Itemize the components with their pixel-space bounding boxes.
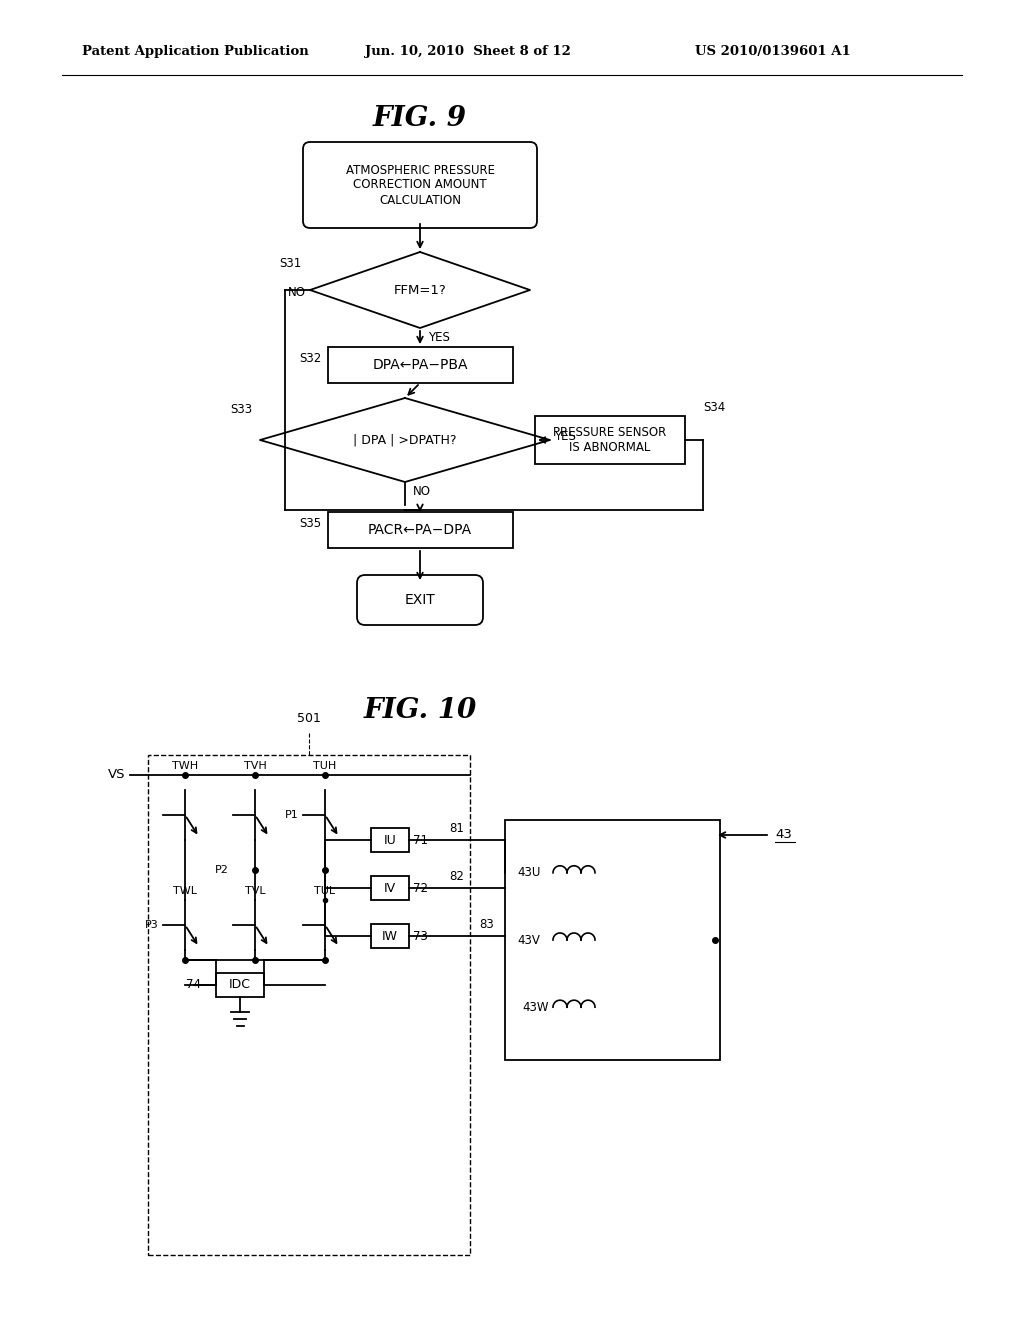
Bar xyxy=(148,755,470,1255)
Text: 74: 74 xyxy=(186,978,201,991)
Text: 43: 43 xyxy=(775,829,792,842)
Bar xyxy=(328,512,512,548)
Text: PRESSURE SENSOR
IS ABNORMAL: PRESSURE SENSOR IS ABNORMAL xyxy=(553,426,667,454)
Bar xyxy=(371,924,409,948)
Text: IU: IU xyxy=(384,833,396,846)
Text: NO: NO xyxy=(288,286,306,300)
Text: P1: P1 xyxy=(286,810,299,820)
Text: IW: IW xyxy=(382,929,398,942)
Text: VS: VS xyxy=(108,768,125,781)
Text: FIG. 9: FIG. 9 xyxy=(373,104,467,132)
Text: TWL: TWL xyxy=(173,886,197,896)
Text: P3: P3 xyxy=(145,920,159,931)
Text: S34: S34 xyxy=(703,401,725,414)
Text: DPA←PA−PBA: DPA←PA−PBA xyxy=(373,358,468,372)
Text: ATMOSPHERIC PRESSURE
CORRECTION AMOUNT
CALCULATION: ATMOSPHERIC PRESSURE CORRECTION AMOUNT C… xyxy=(345,164,495,206)
Text: S32: S32 xyxy=(299,352,322,366)
Text: IV: IV xyxy=(384,882,396,895)
Text: P2: P2 xyxy=(215,865,229,875)
Text: TUH: TUH xyxy=(313,762,337,771)
Text: 43U: 43U xyxy=(517,866,541,879)
Text: 82: 82 xyxy=(450,870,465,883)
Text: FFM=1?: FFM=1? xyxy=(393,284,446,297)
Text: US 2010/0139601 A1: US 2010/0139601 A1 xyxy=(695,45,851,58)
Text: YES: YES xyxy=(554,430,575,444)
Text: S33: S33 xyxy=(229,403,252,416)
Text: PACR←PA−DPA: PACR←PA−DPA xyxy=(368,523,472,537)
Text: EXIT: EXIT xyxy=(404,593,435,607)
FancyBboxPatch shape xyxy=(303,143,537,228)
Text: FIG. 10: FIG. 10 xyxy=(364,697,476,723)
Text: TVL: TVL xyxy=(245,886,265,896)
Bar xyxy=(216,973,264,997)
Bar xyxy=(371,828,409,851)
Text: 43W: 43W xyxy=(522,1001,549,1014)
Text: Patent Application Publication: Patent Application Publication xyxy=(82,45,309,58)
Text: 72: 72 xyxy=(413,882,428,895)
Text: IDC: IDC xyxy=(229,978,251,991)
Text: Jun. 10, 2010  Sheet 8 of 12: Jun. 10, 2010 Sheet 8 of 12 xyxy=(365,45,570,58)
Text: YES: YES xyxy=(428,331,450,345)
Text: 73: 73 xyxy=(413,929,428,942)
Text: 43V: 43V xyxy=(517,933,540,946)
Text: 501: 501 xyxy=(297,711,321,725)
Bar xyxy=(505,820,720,1060)
Text: 71: 71 xyxy=(413,833,428,846)
Text: NO: NO xyxy=(413,484,431,498)
Text: S31: S31 xyxy=(280,257,302,271)
Text: TUL: TUL xyxy=(314,886,336,896)
Text: 81: 81 xyxy=(450,822,465,836)
Text: TVH: TVH xyxy=(244,762,266,771)
Bar xyxy=(535,416,685,465)
Text: | DPA | >DPATH?: | DPA | >DPATH? xyxy=(353,433,457,446)
Text: S35: S35 xyxy=(299,517,322,531)
Bar xyxy=(328,347,512,383)
Text: TWH: TWH xyxy=(172,762,198,771)
Bar xyxy=(371,876,409,900)
Text: 83: 83 xyxy=(479,917,495,931)
FancyBboxPatch shape xyxy=(357,576,483,624)
